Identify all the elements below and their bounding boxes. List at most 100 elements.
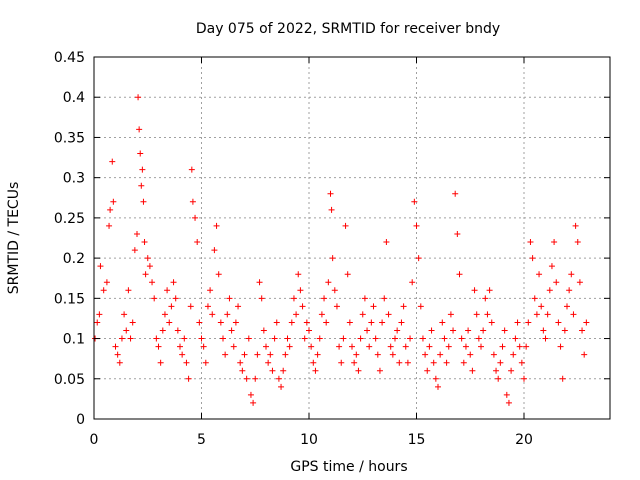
data-point [508, 367, 515, 374]
data-point [514, 319, 521, 326]
data-point [447, 311, 454, 318]
data-point [97, 263, 104, 270]
data-point [241, 351, 248, 358]
data-point [149, 279, 156, 286]
data-point [387, 343, 394, 350]
y-tick-label: 0 [76, 412, 85, 428]
data-point [473, 311, 480, 318]
data-point [546, 287, 553, 294]
data-point [121, 311, 128, 318]
y-tick-label: 0.05 [54, 372, 85, 388]
data-point [488, 319, 495, 326]
data-point [271, 335, 278, 342]
data-point [235, 303, 242, 310]
x-axis-label: GPS time / hours [290, 459, 407, 475]
data-point [486, 287, 493, 294]
data-point [538, 303, 545, 310]
data-point [374, 351, 381, 358]
data-point [157, 359, 164, 366]
data-point [323, 319, 330, 326]
data-point [237, 359, 244, 366]
data-point [217, 319, 224, 326]
data-point [402, 343, 409, 350]
data-point [254, 351, 261, 358]
data-point [109, 158, 116, 165]
data-point [230, 343, 237, 350]
data-point [114, 351, 121, 358]
data-point [209, 311, 216, 318]
data-point [164, 287, 171, 294]
data-point [295, 271, 302, 278]
data-point [462, 343, 469, 350]
data-point [460, 359, 467, 366]
data-point [123, 327, 130, 334]
data-point [189, 198, 196, 205]
data-point [96, 311, 103, 318]
data-point [344, 271, 351, 278]
data-point [260, 327, 267, 334]
data-point [564, 303, 570, 310]
data-point [482, 295, 489, 302]
data-point [572, 222, 579, 229]
data-point [185, 375, 192, 382]
data-point [467, 351, 474, 358]
data-point [379, 319, 386, 326]
data-point [127, 335, 134, 342]
data-point [445, 343, 452, 350]
y-tick-label: 0.45 [54, 50, 85, 66]
data-point [131, 247, 138, 254]
data-point [331, 287, 338, 294]
data-point [153, 335, 160, 342]
data-point [297, 287, 304, 294]
data-point [544, 311, 551, 318]
data-point [245, 335, 252, 342]
data-point [146, 263, 153, 270]
data-point [533, 311, 540, 318]
data-point [510, 351, 517, 358]
data-point [267, 351, 274, 358]
data-point [321, 295, 328, 302]
data-point [194, 239, 201, 246]
data-point [151, 295, 158, 302]
data-point [106, 222, 113, 229]
axis-ticks [93, 56, 610, 420]
data-point [439, 319, 446, 326]
data-point [265, 359, 272, 366]
data-point [372, 335, 379, 342]
data-point [342, 222, 349, 229]
data-point [94, 319, 101, 326]
data-point [376, 367, 383, 374]
data-point [400, 303, 407, 310]
data-point [286, 343, 293, 350]
data-point [224, 311, 231, 318]
data-point [202, 359, 209, 366]
data-point [452, 190, 459, 197]
data-point [168, 303, 175, 310]
data-point [174, 327, 181, 334]
data-point [299, 303, 306, 310]
data-point [417, 303, 424, 310]
data-point [441, 335, 448, 342]
data-point [355, 367, 362, 374]
data-point [228, 327, 235, 334]
data-points [92, 94, 590, 406]
data-point [196, 319, 203, 326]
data-point [280, 367, 287, 374]
data-point [424, 367, 431, 374]
data-point [269, 367, 276, 374]
data-point [155, 343, 162, 350]
tick-labels: 0 0.05 0.1 0.15 0.2 0.25 0.3 0.35 0.4 0.45 0 5 10 15 2… [54, 50, 533, 448]
data-point [125, 287, 132, 294]
data-point [103, 279, 110, 286]
data-point [521, 375, 527, 382]
y-tick-label: 0.25 [54, 211, 85, 227]
data-point [581, 351, 588, 358]
data-point [118, 335, 125, 342]
data-point [258, 295, 265, 302]
data-point [207, 287, 214, 294]
data-point [518, 359, 525, 366]
data-point [187, 303, 194, 310]
data-point [389, 351, 396, 358]
